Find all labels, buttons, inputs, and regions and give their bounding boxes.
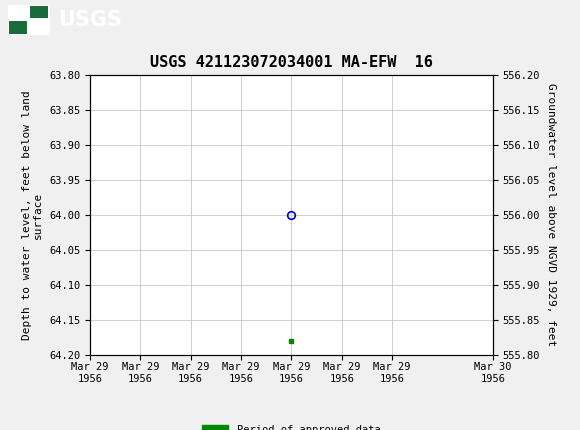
Y-axis label: Depth to water level, feet below land
surface: Depth to water level, feet below land su… [22, 90, 44, 340]
Title: USGS 421123072034001 MA-EFW  16: USGS 421123072034001 MA-EFW 16 [150, 55, 433, 70]
Bar [8, 5, 50, 35]
Y-axis label: Groundwater level above NGVD 1929, feet: Groundwater level above NGVD 1929, feet [546, 83, 556, 347]
Polygon shape [9, 6, 30, 21]
Bar [9, 21, 27, 34]
Text: USGS: USGS [58, 10, 122, 30]
Legend: Period of approved data: Period of approved data [198, 421, 385, 430]
Bar [30, 6, 48, 18]
